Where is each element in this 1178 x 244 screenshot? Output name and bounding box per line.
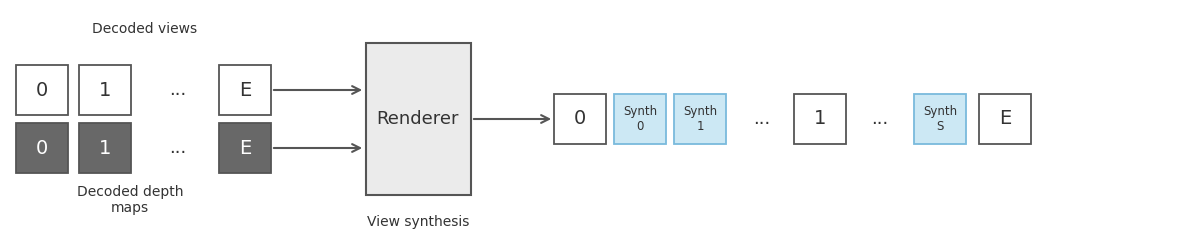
Text: ...: ... [170,81,186,99]
Text: 1: 1 [814,110,826,129]
Text: Synth
0: Synth 0 [623,105,657,133]
FancyBboxPatch shape [79,123,131,173]
Text: 0: 0 [574,110,587,129]
Text: E: E [239,139,251,157]
Text: ...: ... [754,110,770,128]
Text: Decoded views: Decoded views [92,22,198,36]
Text: View synthesis: View synthesis [366,215,469,229]
Text: Renderer: Renderer [377,110,459,128]
FancyBboxPatch shape [979,94,1031,144]
FancyBboxPatch shape [794,94,846,144]
FancyBboxPatch shape [219,65,271,115]
FancyBboxPatch shape [79,65,131,115]
FancyBboxPatch shape [614,94,666,144]
FancyBboxPatch shape [914,94,966,144]
Text: E: E [999,110,1011,129]
Text: E: E [239,81,251,100]
FancyBboxPatch shape [16,123,68,173]
Text: 0: 0 [35,139,48,157]
FancyBboxPatch shape [16,65,68,115]
Text: Decoded depth
maps: Decoded depth maps [77,185,184,215]
FancyBboxPatch shape [219,123,271,173]
Text: ...: ... [170,139,186,157]
Text: 1: 1 [99,139,111,157]
Text: ...: ... [872,110,888,128]
Text: 1: 1 [99,81,111,100]
FancyBboxPatch shape [554,94,605,144]
FancyBboxPatch shape [674,94,726,144]
Text: Synth
S: Synth S [922,105,957,133]
FancyBboxPatch shape [365,43,470,195]
Text: 0: 0 [35,81,48,100]
Text: Synth
1: Synth 1 [683,105,717,133]
